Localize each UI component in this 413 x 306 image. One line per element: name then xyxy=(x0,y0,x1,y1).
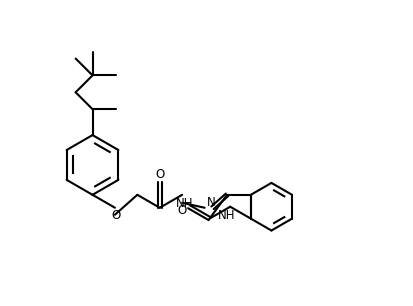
Text: NH: NH xyxy=(218,209,235,222)
Text: O: O xyxy=(177,204,187,217)
Text: N: N xyxy=(207,196,216,209)
Text: O: O xyxy=(112,209,121,222)
Text: NH: NH xyxy=(176,197,193,210)
Text: O: O xyxy=(155,168,164,181)
